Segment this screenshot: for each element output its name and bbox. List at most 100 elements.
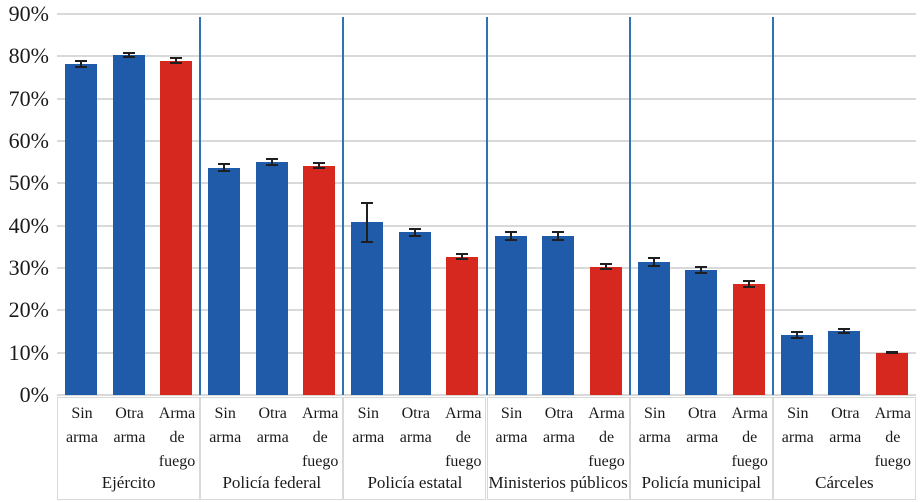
group-name-label: Policía estatal xyxy=(367,473,463,492)
group-name-label: Policía municipal xyxy=(641,473,761,492)
error-bar-carceles-arma-de-fuego xyxy=(885,351,898,355)
error-bar-cap-top xyxy=(456,253,469,256)
group-separator-line xyxy=(485,17,488,395)
error-bar-cap-bottom xyxy=(885,352,898,355)
bar-category-label-sin-arma: Sin arma xyxy=(352,405,385,446)
error-bar-ministerios-publicos-sin-arma xyxy=(504,231,517,242)
category-label-box-policia-federal: Sin arma Otra arma Arma de fuego Policía fe… xyxy=(200,397,344,500)
category-label-box-ejercito: Sin arma Otra arma Arma de fuego Ejército xyxy=(57,397,201,500)
bar-category-label-otra-arma: Otra arma xyxy=(543,405,575,446)
error-bar-ministerios-publicos-arma-de-fuego xyxy=(599,262,612,271)
error-bar-line xyxy=(604,262,607,271)
bar-policia-estatal-sin-arma xyxy=(351,222,384,395)
error-bar-cap-top xyxy=(695,265,708,268)
group-name-label: Ejército xyxy=(101,473,156,492)
bar-category-label-sin-arma: Sin arma xyxy=(66,405,98,446)
y-axis-tick-label: 0% xyxy=(19,382,49,407)
bar-ejercito-otra-arma xyxy=(112,55,145,395)
error-bar-cap-top xyxy=(885,351,898,353)
error-bar-ejercito-sin-arma xyxy=(75,59,87,69)
error-bar-cap-top xyxy=(838,327,851,330)
error-bar-cap-top xyxy=(170,57,182,60)
error-bar-cap-bottom xyxy=(695,272,708,275)
error-bar-line xyxy=(652,256,655,267)
error-bar-line xyxy=(366,202,369,243)
error-bar-cap-bottom xyxy=(361,240,374,243)
bar-ejercito-arma-de-fuego xyxy=(160,60,192,395)
error-bar-ejercito-arma-de-fuego xyxy=(170,57,182,64)
bar-policia-estatal-arma-de-fuego xyxy=(446,256,479,395)
error-bar-cap-bottom xyxy=(456,257,469,260)
error-bar-cap-top xyxy=(122,51,135,54)
error-bar-ministerios-publicos-otra-arma xyxy=(552,231,564,242)
bar-carceles-arma-de-fuego xyxy=(875,352,908,395)
group-separator-line xyxy=(342,17,345,395)
error-bar-policia-estatal-otra-arma xyxy=(408,227,421,238)
bar-policia-federal-sin-arma xyxy=(208,167,241,395)
bar-policia-municipal-arma-de-fuego xyxy=(732,284,765,395)
bar-ejercito-sin-arma xyxy=(65,64,97,395)
error-bar-line xyxy=(795,330,798,340)
y-axis-tick-label: 10% xyxy=(8,339,49,365)
error-bar-line xyxy=(747,279,750,289)
error-bar-policia-federal-sin-arma xyxy=(218,163,231,173)
error-bar-policia-federal-arma-de-fuego xyxy=(313,162,326,169)
y-axis-tick-label: 50% xyxy=(8,170,49,196)
group-name-label: Cárceles xyxy=(815,473,874,492)
error-bar-carceles-otra-arma xyxy=(838,327,851,335)
error-bar-line xyxy=(843,327,846,335)
bar-policia-federal-arma-de-fuego xyxy=(303,165,336,395)
bar-category-label-otra-arma: Otra arma xyxy=(399,405,432,446)
bar-policia-federal-otra-arma xyxy=(255,162,288,395)
error-bar-policia-estatal-arma-de-fuego xyxy=(456,253,469,260)
error-bar-cap-bottom xyxy=(647,264,660,267)
y-axis-tick-label: 40% xyxy=(8,212,49,238)
error-bar-cap-top xyxy=(265,157,278,160)
category-label-box-policia-municipal: Sin arma Otra arma Arma de fuego Policía mu… xyxy=(629,397,773,500)
group-name-label: Policía federal xyxy=(222,473,322,492)
error-bar-policia-municipal-otra-arma xyxy=(695,265,708,275)
bar-category-label-arma-de-fuego: Arma de fuego xyxy=(301,405,339,470)
bar-category-label-sin-arma: Sin arma xyxy=(495,405,528,446)
bar-policia-municipal-otra-arma xyxy=(685,270,718,395)
error-bar-cap-bottom xyxy=(742,286,755,289)
error-bar-cap-top xyxy=(647,256,660,259)
error-bar-cap-bottom xyxy=(218,170,231,173)
y-axis-tick-label: 90% xyxy=(8,1,49,26)
error-bar-cap-bottom xyxy=(265,164,278,167)
error-bar-cap-bottom xyxy=(599,268,612,271)
gridline-90% xyxy=(57,13,916,15)
y-axis-tick-label: 70% xyxy=(8,85,49,111)
error-bar-cap-top xyxy=(790,330,803,333)
error-bar-cap-bottom xyxy=(790,337,803,340)
category-label-box-ministerios-publicos: Sin arma Otra arma Arma de fuego Ministerio… xyxy=(486,397,630,500)
error-bar-cap-bottom xyxy=(552,239,564,242)
bar-category-label-arma-de-fuego: Arma de fuego xyxy=(445,405,482,470)
bar-category-label-otra-arma: Otra arma xyxy=(113,405,146,446)
bar-category-label-arma-de-fuego: Arma de fuego xyxy=(588,405,625,470)
error-bar-ejercito-otra-arma xyxy=(122,51,135,59)
bar-category-label-arma-de-fuego: Arma de fuego xyxy=(731,405,768,470)
group-separator-line xyxy=(199,17,202,395)
bar-ministerios-publicos-otra-arma xyxy=(542,236,574,396)
error-bar-carceles-sin-arma xyxy=(790,330,803,340)
error-bar-line xyxy=(413,227,416,238)
error-bar-line xyxy=(270,157,273,167)
error-bar-policia-municipal-arma-de-fuego xyxy=(742,279,755,289)
error-bar-line xyxy=(557,231,559,242)
group-name-label: Ministerios públicos xyxy=(488,473,628,492)
bar-category-label-arma-de-fuego: Arma de fuego xyxy=(874,405,912,470)
error-bar-cap-bottom xyxy=(408,235,421,238)
error-bar-cap-bottom xyxy=(122,56,135,59)
error-bar-cap-top xyxy=(599,262,612,265)
bar-category-label-otra-arma: Otra arma xyxy=(686,405,719,446)
error-bar-cap-bottom xyxy=(504,239,517,242)
error-bar-cap-bottom xyxy=(75,66,87,69)
error-bar-line xyxy=(509,231,512,242)
error-bar-line xyxy=(461,253,464,260)
error-bar-cap-bottom xyxy=(170,61,182,64)
error-bar-cap-top xyxy=(75,59,87,62)
error-bar-policia-estatal-sin-arma xyxy=(361,202,374,243)
y-axis-tick-label: 20% xyxy=(8,297,49,323)
